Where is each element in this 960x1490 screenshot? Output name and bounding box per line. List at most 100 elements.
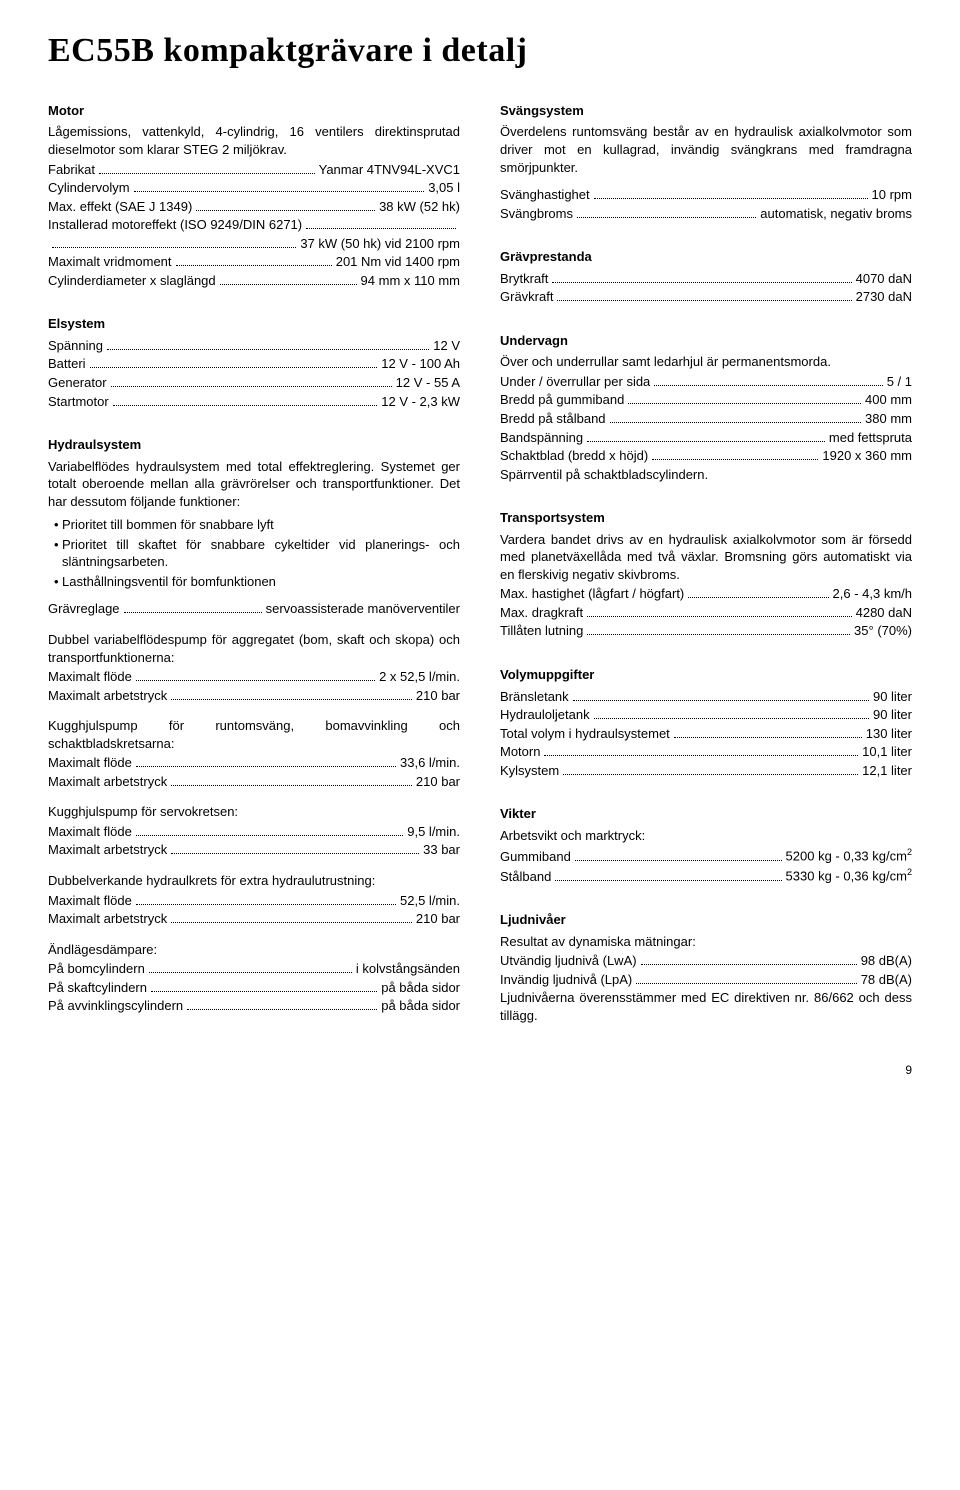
section-heading: Ljudnivåer: [500, 911, 912, 929]
page-title: EC55B kompaktgrävare i detalj: [48, 28, 912, 74]
spec-row: Maximalt flöde9,5 l/min.: [48, 823, 460, 841]
spec-list: Bränsletank90 literHydrauloljetank90 lit…: [500, 688, 912, 780]
spec-label: Utvändig ljudnivå (LwA): [500, 952, 637, 970]
spec-row: Brytkraft4070 daN: [500, 270, 912, 288]
section-elsystem: Elsystem Spänning12 VBatteri12 V - 100 A…: [48, 315, 460, 410]
section-heading: Hydraulsystem: [48, 436, 460, 454]
spec-label: Svänghastighet: [500, 186, 590, 204]
spec-row: Invändig ljudnivå (LpA) 78 dB(A): [500, 971, 912, 989]
leader-dots: [555, 880, 781, 881]
spec-label: Motorn: [500, 743, 540, 761]
spec-row: Total volym i hydraulsystemet130 liter: [500, 725, 912, 743]
spec-value: 90 liter: [873, 706, 912, 724]
leader-dots: [552, 282, 851, 283]
spec-value: 5200 kg - 0,33 kg/cm2: [786, 846, 912, 865]
two-column-layout: Motor Lågemissions, vattenkyld, 4-cylind…: [48, 102, 912, 1051]
section-heading: Undervagn: [500, 332, 912, 350]
leader-dots: [587, 634, 850, 635]
spec-list: Maximalt flöde 52,5 l/min.Maximalt arbets…: [48, 892, 460, 928]
spec-label: Cylindervolym: [48, 179, 130, 197]
spec-value: 12,1 liter: [862, 762, 912, 780]
spec-value: 12 V - 2,3 kW: [381, 393, 460, 411]
spec-value: servoassisterade manöverventiler: [266, 600, 460, 618]
leader-dots: [220, 284, 357, 285]
spec-label: På skaftcylindern: [48, 979, 147, 997]
spec-value: 210 bar: [416, 910, 460, 928]
leader-dots: [544, 755, 858, 756]
leader-dots: [176, 265, 332, 266]
spec-row: Maximalt flöde2 x 52,5 l/min.: [48, 668, 460, 686]
bullet-item: •Prioritet till skaftet för snabbare cyk…: [48, 536, 460, 571]
section-heading: Motor: [48, 102, 460, 120]
subsection-intro: Dubbel variabelflödespump för aggregatet…: [48, 631, 460, 666]
section-heading: Svängsystem: [500, 102, 912, 120]
leader-dots: [628, 403, 861, 404]
spec-label: Invändig ljudnivå (LpA): [500, 971, 632, 989]
bullet-text: Prioritet till skaftet för snabbare cyke…: [62, 536, 460, 571]
leader-dots: [171, 699, 412, 700]
bullet-text: Prioritet till bommen för snabbare lyft: [62, 516, 460, 534]
spec-list: På bomcylinderni kolvstångsändenPå skaft…: [48, 960, 460, 1015]
section-outro: Ljudnivåerna överensstämmer med EC direk…: [500, 989, 912, 1024]
spec-row: Bandspänning med fettspruta: [500, 429, 912, 447]
spec-label: Maximalt vridmoment: [48, 253, 172, 271]
spec-value: 52,5 l/min.: [400, 892, 460, 910]
spec-label: Bredd på gummiband: [500, 391, 624, 409]
spec-list: Fabrikat Yanmar 4TNV94L-XVC1 Cylindervolym…: [48, 161, 460, 290]
leader-dots: [557, 300, 851, 301]
left-column: Motor Lågemissions, vattenkyld, 4-cylind…: [48, 102, 460, 1051]
leader-dots: [652, 459, 818, 460]
spec-row: Stålband5330 kg - 0,36 kg/cm2: [500, 866, 912, 885]
spec-row: Max. effekt (SAE J 1349)38 kW (52 hk): [48, 198, 460, 216]
leader-dots: [99, 173, 315, 174]
spec-label: Startmotor: [48, 393, 109, 411]
bullet-dot-icon: •: [48, 573, 62, 591]
spec-list: Svänghastighet10 rpmSvängbromsautomatisk…: [500, 186, 912, 222]
bullet-list: • Prioritet till bommen för snabbare lyft…: [48, 516, 460, 590]
spec-list: Utvändig ljudnivå (LwA)98 dB(A)Invändig …: [500, 952, 912, 988]
spec-list: Maximalt flöde9,5 l/min.Maximalt arbetst…: [48, 823, 460, 859]
spec-row: Batteri12 V - 100 Ah: [48, 355, 460, 373]
spec-label: Bandspänning: [500, 429, 583, 447]
leader-dots: [111, 386, 392, 387]
spec-label: På avvinklingscylindern: [48, 997, 183, 1015]
spec-label: Fabrikat: [48, 161, 95, 179]
spec-value: 210 bar: [416, 687, 460, 705]
leader-dots: [196, 210, 375, 211]
spec-label: Batteri: [48, 355, 86, 373]
spec-row: Max. hastighet (lågfart / högfart)2,6 - …: [500, 585, 912, 603]
leader-dots: [171, 853, 419, 854]
spec-value: 90 liter: [873, 688, 912, 706]
spec-list: Maximalt flöde33,6 l/min.Maximalt arbets…: [48, 754, 460, 790]
leader-dots: [573, 700, 869, 701]
spec-row: Maximalt arbetstryck210 bar: [48, 910, 460, 928]
spec-value: 78 dB(A): [861, 971, 912, 989]
spec-row: På avvinklingscylindernpå båda sidor: [48, 997, 460, 1015]
subsection-intro: Dubbelverkande hydraulkrets för extra hy…: [48, 872, 460, 890]
spec-row: Schaktblad (bredd x höjd)1920 x 360 mm: [500, 447, 912, 465]
spec-row: Maximalt flöde 52,5 l/min.: [48, 892, 460, 910]
section-intro: Överdelens runtomsväng består av en hydr…: [500, 123, 912, 176]
spec-row: Bredd på gummiband400 mm: [500, 391, 912, 409]
spec-value: med fettspruta: [829, 429, 912, 447]
spec-label: Maximalt flöde: [48, 892, 132, 910]
spec-value: 5330 kg - 0,36 kg/cm2: [786, 866, 912, 885]
spec-list: Under / överrullar per sida5 / 1Bredd på…: [500, 373, 912, 465]
spec-value: 38 kW (52 hk): [379, 198, 460, 216]
section-intro: Lågemissions, vattenkyld, 4-cylindrig, 1…: [48, 123, 460, 158]
spec-row: Hydrauloljetank90 liter: [500, 706, 912, 724]
spec-row: Cylinderdiameter x slaglängd94 mm x 110 …: [48, 272, 460, 290]
spec-row: Grävreglage servoassisterade manövervent…: [48, 600, 460, 618]
spec-row: Gummiband5200 kg - 0,33 kg/cm2: [500, 846, 912, 865]
spec-value: 2730 daN: [856, 288, 912, 306]
leader-dots: [610, 422, 862, 423]
spec-row: Utvändig ljudnivå (LwA)98 dB(A): [500, 952, 912, 970]
spec-value: 4280 daN: [856, 604, 912, 622]
spec-value: 380 mm: [865, 410, 912, 428]
spec-row: Max. dragkraft4280 daN: [500, 604, 912, 622]
leader-dots: [674, 737, 862, 738]
section-transportsystem: Transportsystem Vardera bandet drivs av …: [500, 509, 912, 640]
spec-value: Yanmar 4TNV94L-XVC1: [319, 161, 460, 179]
spec-value: 37 kW (50 hk) vid 2100 rpm: [300, 235, 460, 253]
section-intro: Vardera bandet drivs av en hydraulisk ax…: [500, 531, 912, 584]
